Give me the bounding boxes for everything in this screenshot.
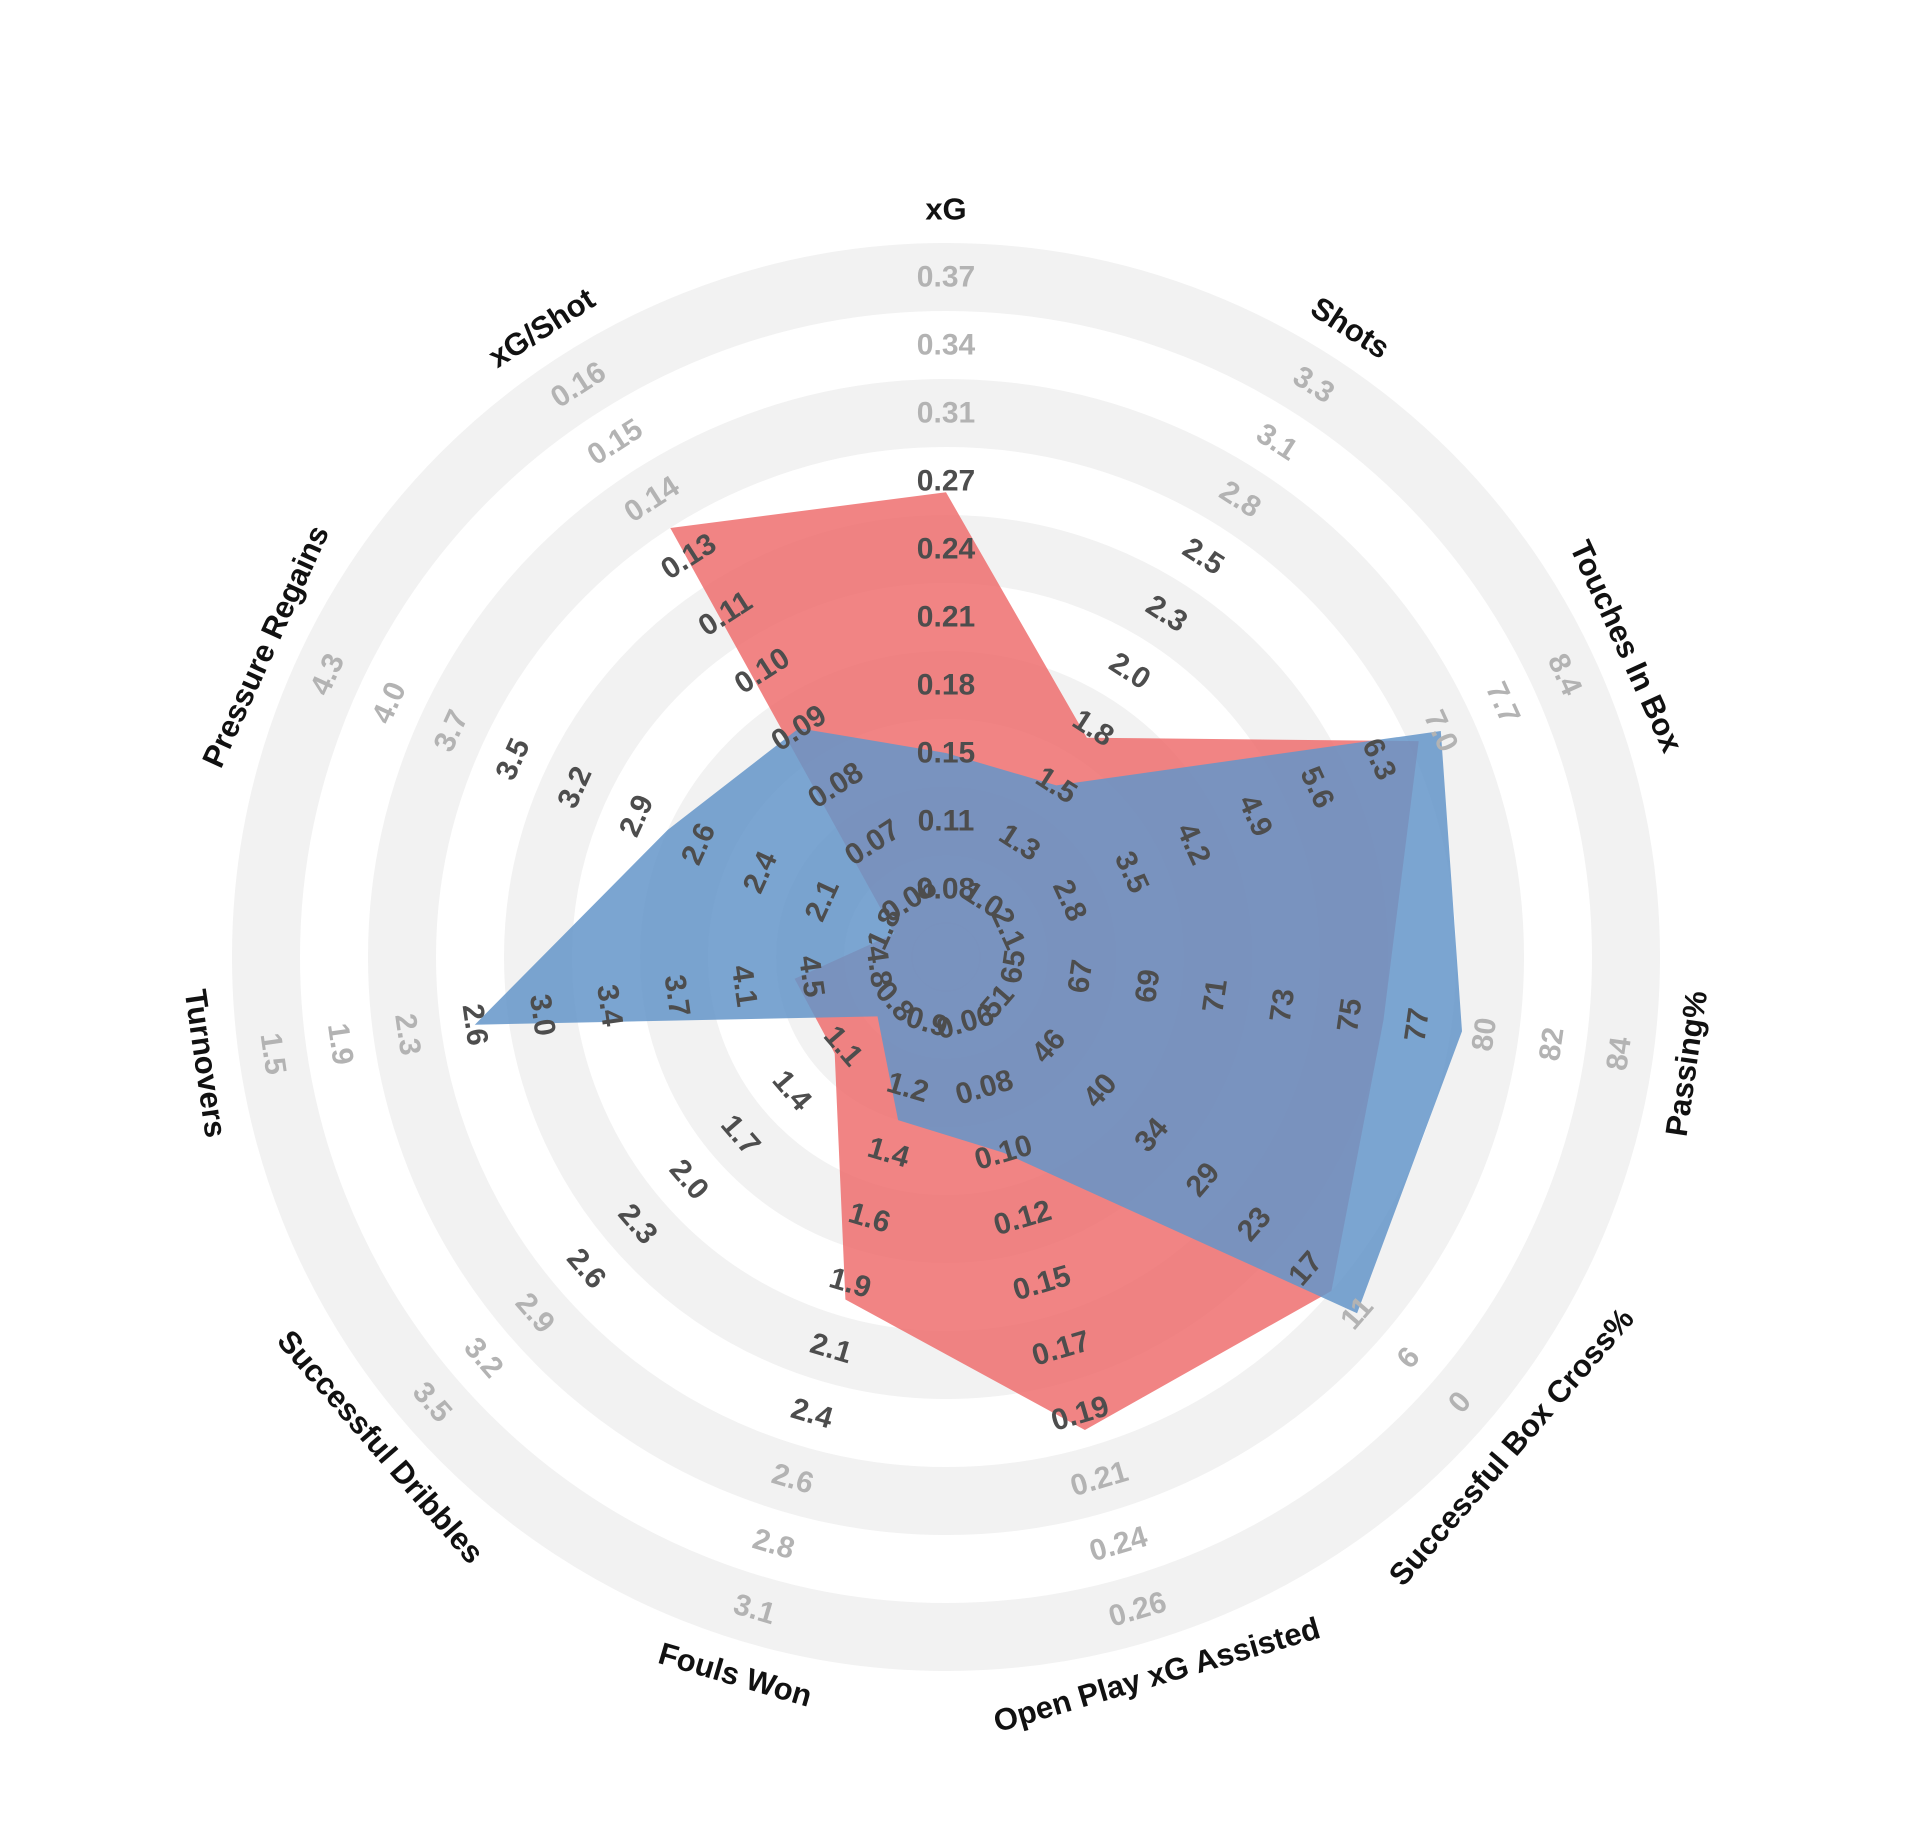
tick-label: 2.6 bbox=[455, 1002, 494, 1048]
tick-label: 1.9 bbox=[321, 1021, 360, 1067]
tick-label: 0.15 bbox=[917, 737, 975, 770]
tick-label: 3.5 bbox=[489, 733, 536, 785]
tick-label: 2.8 bbox=[749, 1522, 798, 1565]
tick-label: 2.0 bbox=[663, 1153, 715, 1206]
series-2-area bbox=[474, 728, 1462, 1314]
tick-label: 4.1 bbox=[725, 963, 764, 1009]
tick-label: 0.37 bbox=[917, 261, 975, 294]
tick-label: 3.0 bbox=[523, 992, 562, 1038]
tick-label: 77 bbox=[1398, 1006, 1435, 1044]
tick-label: 84 bbox=[1600, 1035, 1637, 1073]
tick-label: 69 bbox=[1129, 967, 1166, 1005]
tick-label: 75 bbox=[1331, 996, 1368, 1034]
tick-label: 4.0 bbox=[366, 677, 413, 729]
tick-label: 3.1 bbox=[1250, 417, 1303, 467]
tick-label: 2.9 bbox=[613, 790, 660, 842]
tick-label: 2.3 bbox=[388, 1011, 427, 1057]
metric-label: xG bbox=[925, 192, 966, 227]
ring-band-5 bbox=[232, 243, 1660, 1671]
tick-label: 0.31 bbox=[917, 397, 975, 430]
tick-label: 0.11 bbox=[918, 805, 975, 838]
tick-label: 3.7 bbox=[657, 973, 696, 1019]
tick-label: 2.6 bbox=[560, 1242, 612, 1295]
tick-label: 82 bbox=[1533, 1025, 1570, 1063]
tick-label: 0.34 bbox=[917, 329, 976, 362]
tick-label: 67 bbox=[1062, 958, 1099, 996]
tick-label: 65 bbox=[995, 948, 1032, 986]
tick-label: 4.5 bbox=[792, 953, 831, 999]
tick-label: 3.2 bbox=[457, 1331, 509, 1384]
radar-series bbox=[474, 492, 1462, 1430]
tick-label: 0.18 bbox=[917, 669, 975, 702]
tick-label: 3.4 bbox=[590, 982, 629, 1028]
tick-label: 0.24 bbox=[1086, 1520, 1152, 1568]
metric-label: Turnovers bbox=[178, 987, 234, 1140]
tick-label: 7.7 bbox=[1479, 677, 1526, 729]
tick-label: 71 bbox=[1196, 977, 1233, 1015]
ring-band-4 bbox=[368, 379, 1524, 1535]
tick-label: 0.21 bbox=[917, 601, 975, 634]
tick-label: 73 bbox=[1264, 987, 1301, 1025]
tick-label: 2.4 bbox=[787, 1392, 837, 1435]
tick-label: 0.27 bbox=[917, 465, 975, 498]
tick-label: 6 bbox=[1391, 1341, 1427, 1375]
tick-label: 0.08 bbox=[917, 873, 975, 906]
metric-label: Passing% bbox=[1659, 989, 1714, 1139]
tick-label: 1.5 bbox=[254, 1031, 293, 1077]
tick-label: 0.24 bbox=[917, 533, 976, 566]
tick-label: 4.8 bbox=[859, 944, 898, 990]
tick-label: 2.0 bbox=[1103, 646, 1156, 696]
tick-label: 2.5 bbox=[1177, 531, 1230, 581]
tick-label: 0.15 bbox=[582, 413, 649, 472]
tick-label: 1.4 bbox=[766, 1064, 818, 1117]
tick-label: 80 bbox=[1466, 1016, 1503, 1054]
